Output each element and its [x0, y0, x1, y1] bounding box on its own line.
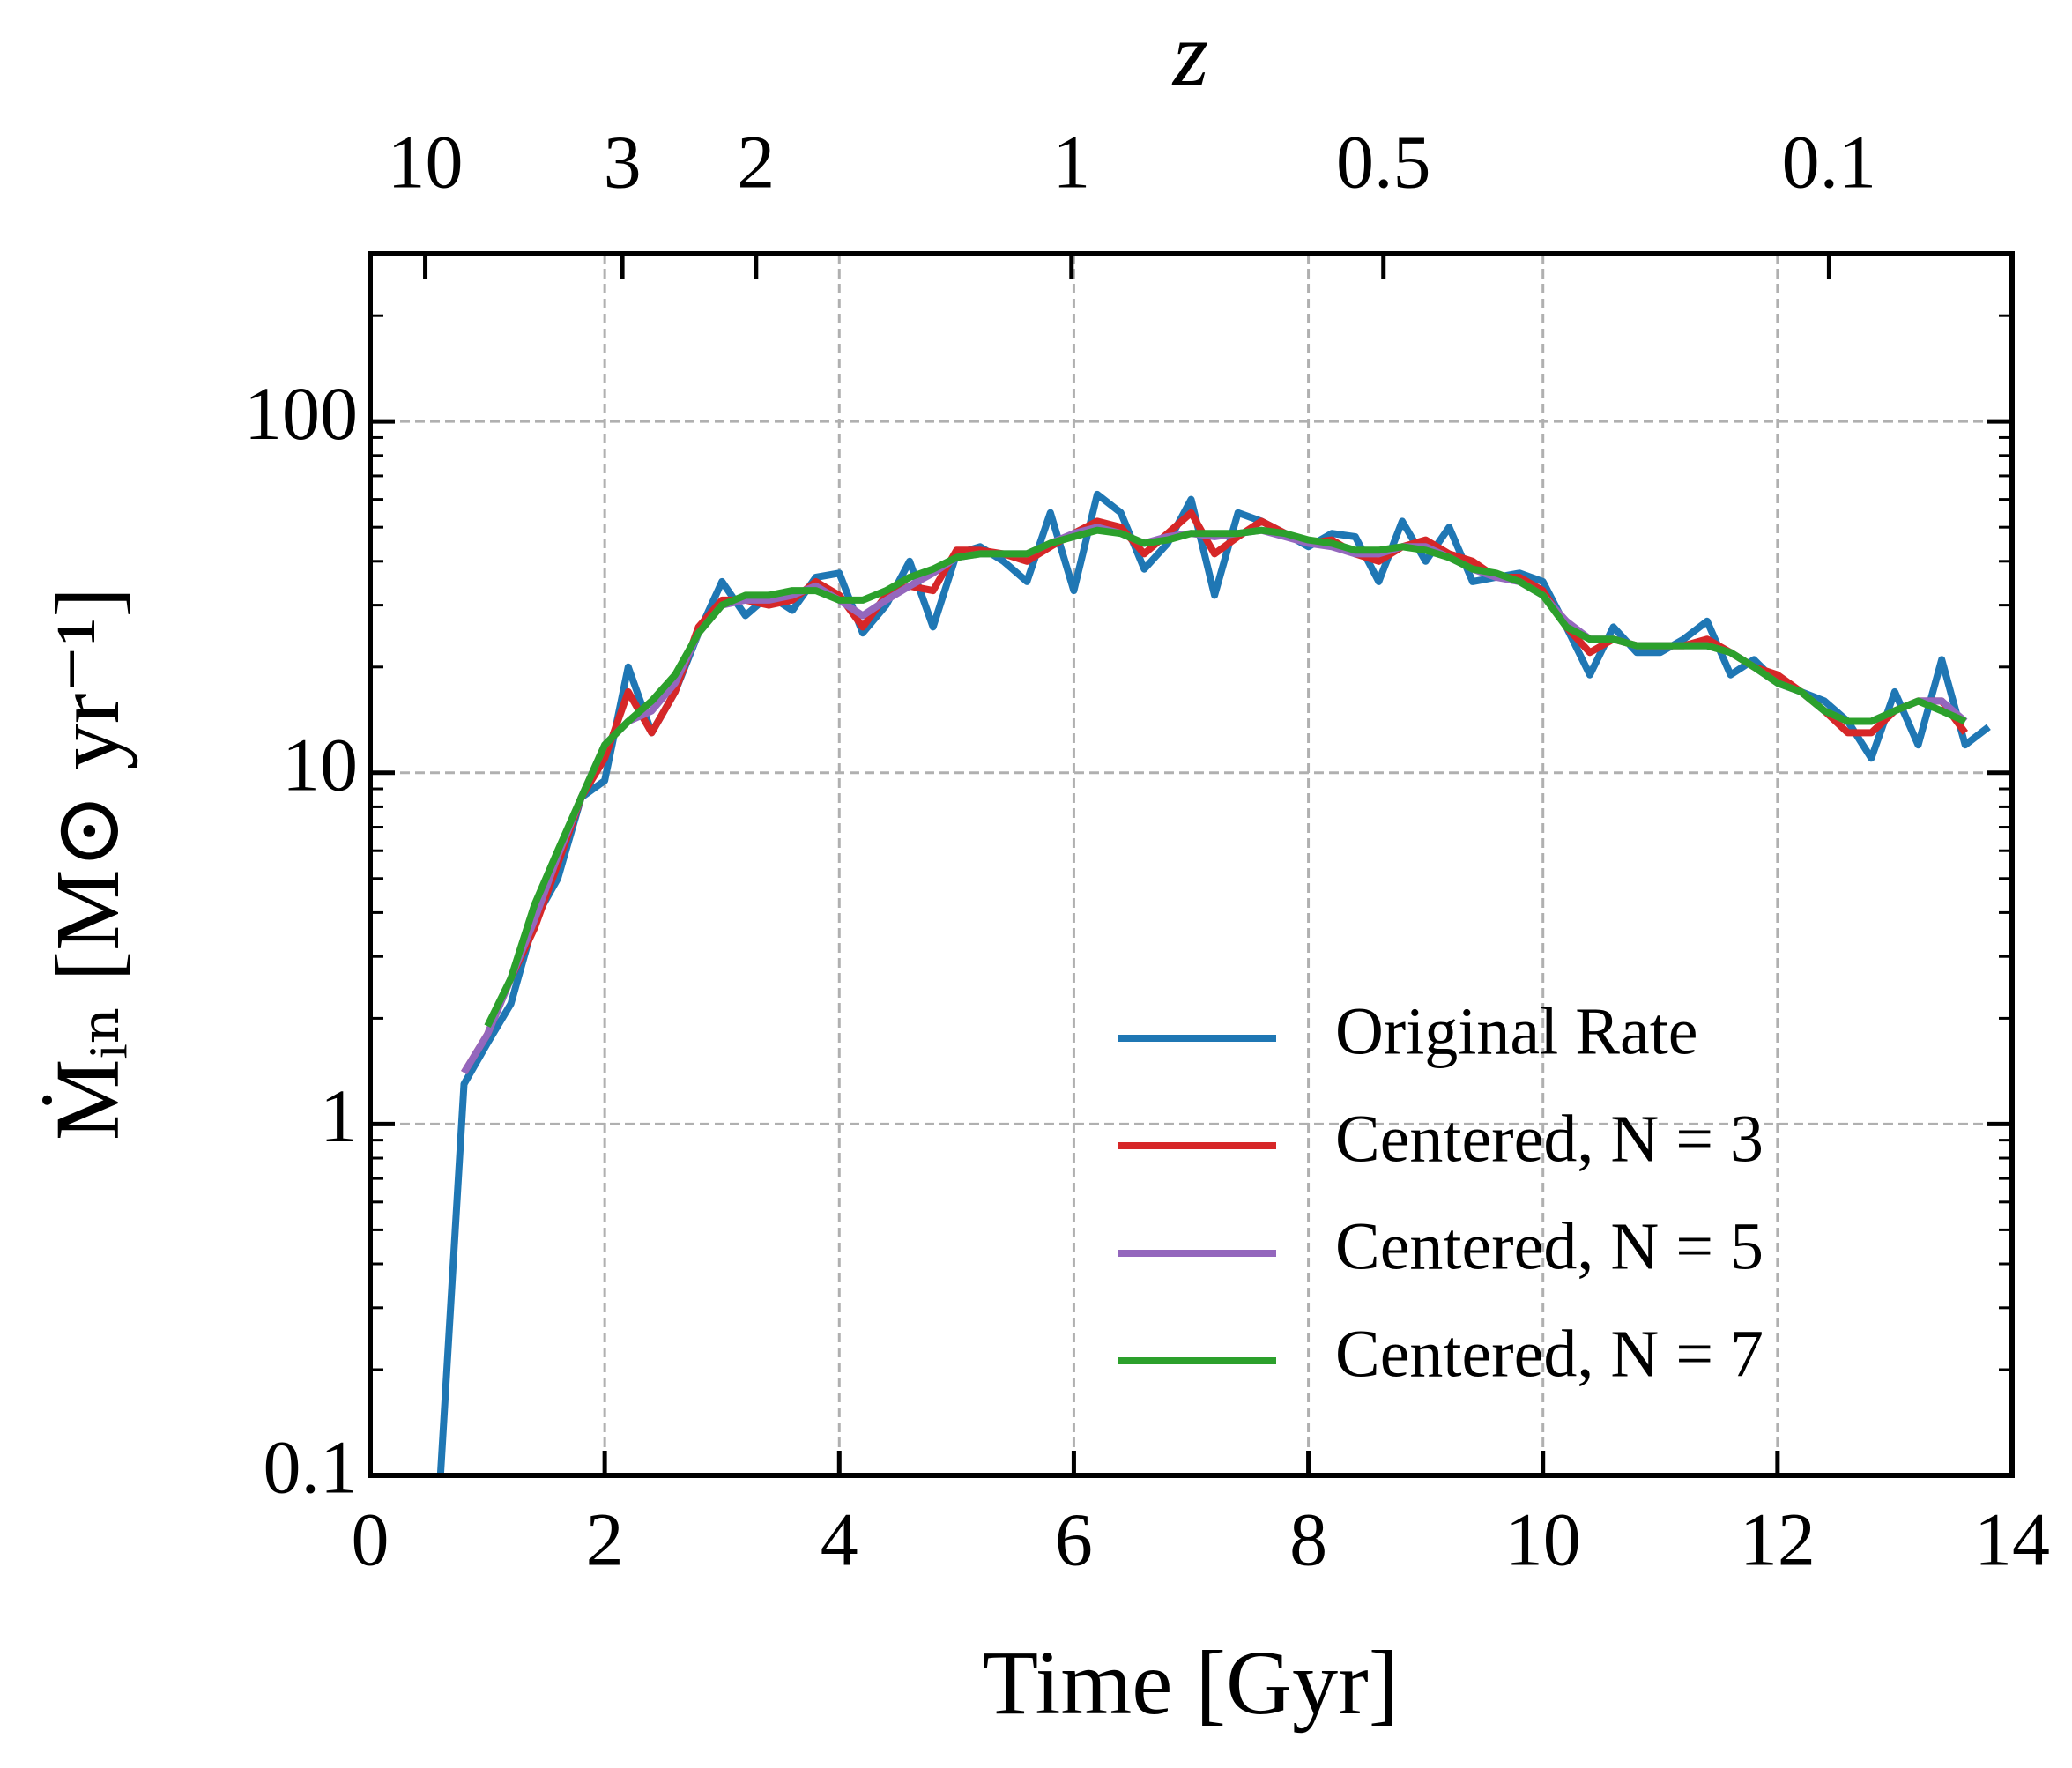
y-axis-label: Ṁᵢₙ [M⊙ yr⁻¹] — [37, 587, 138, 1140]
y-tick-label: 0.1 — [264, 1425, 359, 1510]
legend-label: Original Rate — [1335, 994, 1698, 1068]
x-tick-label: 0 — [352, 1497, 390, 1582]
top-tick-label: 2 — [737, 120, 775, 204]
x-tick-label: 2 — [586, 1497, 624, 1582]
series-line — [461, 524, 1968, 1075]
x-tick-label: 4 — [821, 1497, 858, 1582]
top-tick-label: 3 — [604, 120, 642, 204]
x-axis-label: Time [Gyr] — [983, 1632, 1400, 1734]
x-tick-label: 8 — [1289, 1497, 1327, 1582]
plot-frame — [368, 251, 2015, 1478]
plot-area — [436, 490, 1991, 1475]
top-tick-label: 10 — [388, 120, 464, 204]
legend-label: Centered, N = 5 — [1335, 1209, 1764, 1283]
y-tick-label: 100 — [244, 371, 358, 456]
y-tick-label: 1 — [320, 1073, 358, 1158]
x-tick-label: 12 — [1740, 1497, 1816, 1582]
top-tick-label: 1 — [1052, 120, 1090, 204]
y-tick-label: 10 — [282, 723, 358, 807]
x-tick-label: 6 — [1055, 1497, 1093, 1582]
x-tick-label: 14 — [1974, 1497, 2050, 1582]
top-tick-label: 0.5 — [1336, 120, 1431, 204]
top-axis-label: z — [1171, 4, 1208, 105]
top-tick-label: 0.1 — [1782, 120, 1877, 204]
series-line — [484, 526, 1967, 1029]
legend-label: Centered, N = 7 — [1335, 1317, 1764, 1391]
x-tick-label: 10 — [1505, 1497, 1581, 1582]
legend-label: Centered, N = 3 — [1335, 1102, 1764, 1176]
